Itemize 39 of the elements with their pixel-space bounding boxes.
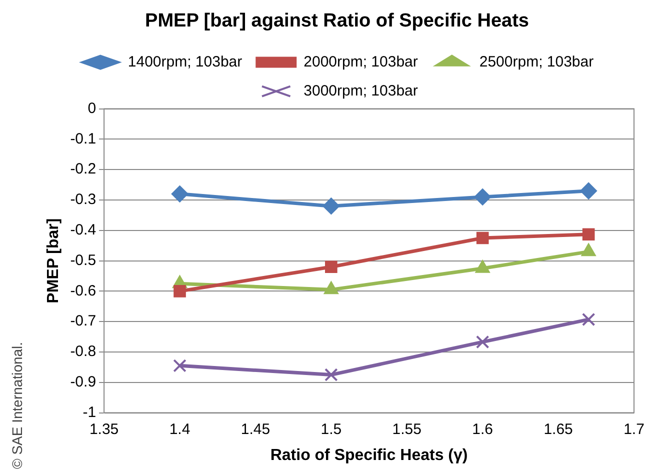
x-tick-label: 1.7 (624, 420, 644, 438)
point (325, 260, 338, 274)
point (324, 368, 338, 382)
y-tick-label: -1 (82, 404, 96, 421)
x-tick-label: 1.65 (544, 420, 573, 438)
x-tick-label: 1.5 (320, 420, 342, 438)
y-tick-label: -0.7 (70, 312, 96, 330)
point (582, 312, 596, 326)
y-tick-label: -0.9 (70, 374, 96, 391)
legend-label: 1400rpm; 103bar (128, 53, 242, 70)
point (171, 185, 188, 202)
x-tick-label: 1.4 (169, 420, 190, 438)
y-tick-label: -0.4 (70, 222, 96, 239)
point (174, 285, 186, 298)
point (582, 228, 595, 241)
y-tick-label: -0.2 (70, 160, 96, 178)
y-tick-label: -0.1 (70, 130, 96, 148)
x-tick-label: 1.45 (240, 420, 270, 438)
x-tick-label: 1.55 (392, 420, 422, 438)
x-tick-label: 1.6 (472, 420, 494, 438)
legend-label: 2500rpm; 103bar (479, 53, 594, 70)
x-tick-label: 1.35 (89, 420, 119, 438)
y-tick-label: -0.6 (70, 282, 96, 300)
y-tick-label: 0 (88, 100, 96, 117)
chart-title: PMEP [bar] against Ratio of Specific Heats (145, 10, 529, 32)
point (474, 188, 492, 206)
point (476, 232, 489, 244)
y-tick-label: -0.3 (70, 191, 96, 208)
text: © SAE International. (8, 342, 25, 469)
y-axis-title: PMEP [bar] (45, 218, 62, 304)
x-axis-title: Ratio of Specific Heats (γ) (270, 446, 468, 464)
point (322, 198, 340, 215)
legend-label: 3000rpm; 103bar (304, 82, 418, 100)
y-tick-label: -0.8 (70, 343, 96, 360)
point (580, 182, 598, 200)
point (173, 359, 186, 372)
y-tick-label: -0.5 (70, 252, 96, 269)
point (476, 335, 490, 349)
legend-label: 2000rpm; 103bar (304, 53, 418, 70)
